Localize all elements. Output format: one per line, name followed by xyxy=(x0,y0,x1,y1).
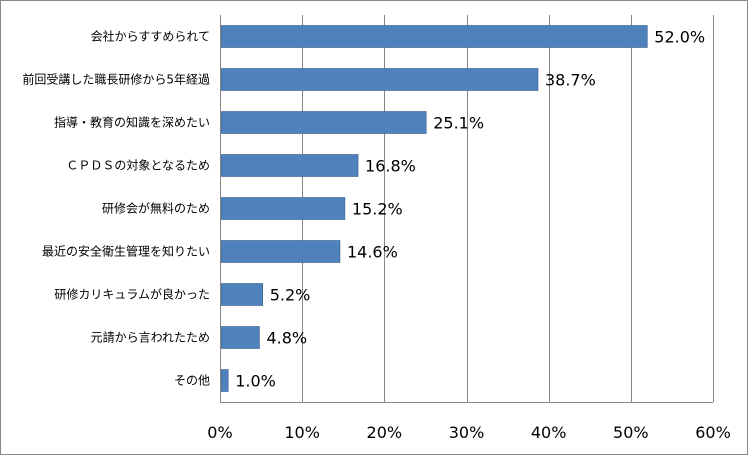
category-label: 会社からすすめられて xyxy=(91,29,210,44)
data-label: 25.1% xyxy=(433,114,484,133)
bar xyxy=(220,25,648,48)
x-tick-label: 0% xyxy=(207,423,232,442)
bar xyxy=(220,68,539,91)
x-tick-label: 40% xyxy=(531,423,567,442)
category-label: 元請から言われたため xyxy=(91,331,210,345)
bar xyxy=(220,111,427,134)
bar xyxy=(220,326,260,349)
data-label: 1.0% xyxy=(235,372,276,391)
bar xyxy=(220,369,229,392)
x-tick-label: 50% xyxy=(613,423,649,442)
x-tick-label: 20% xyxy=(367,423,403,442)
data-label: 15.2% xyxy=(352,200,403,219)
data-label: 52.0% xyxy=(654,28,705,47)
data-label: 16.8% xyxy=(365,157,416,176)
category-label: 最近の安全衛生管理を知りたい xyxy=(42,244,210,259)
category-label: 研修カリキュラムが良かった xyxy=(54,287,210,302)
bar xyxy=(220,197,346,220)
x-tick-label: 10% xyxy=(284,423,320,442)
bar xyxy=(220,283,264,306)
category-label: その他 xyxy=(174,374,210,388)
x-tick-label: 30% xyxy=(449,423,485,442)
bar xyxy=(220,154,359,177)
category-label: 指導・教育の知識を深めたい xyxy=(54,115,210,130)
data-label: 4.8% xyxy=(266,329,307,348)
category-label: ＣＰＤＳの対象となるため xyxy=(66,159,210,173)
category-label: 研修会が無料のため xyxy=(102,201,210,216)
category-label: 前回受講した職長研修から5年経過 xyxy=(22,72,210,87)
data-label: 5.2% xyxy=(270,286,311,305)
data-label: 38.7% xyxy=(545,71,596,90)
data-label: 14.6% xyxy=(347,243,398,262)
x-tick-label: 60% xyxy=(695,423,731,442)
bar xyxy=(220,240,341,263)
